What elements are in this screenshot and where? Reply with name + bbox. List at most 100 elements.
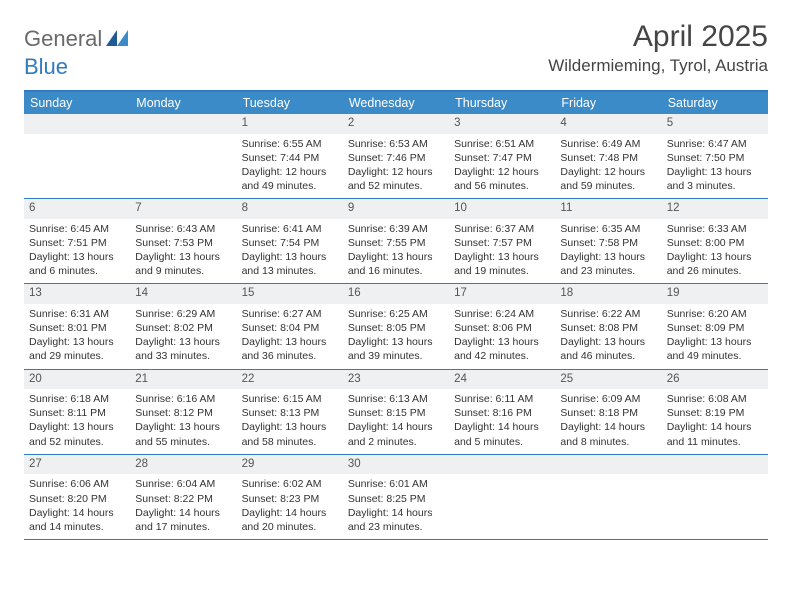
sunset-text: Sunset: 8:12 PM <box>135 406 231 420</box>
daylight-text: Daylight: 13 hours and 3 minutes. <box>667 165 763 193</box>
sunset-text: Sunset: 7:50 PM <box>667 151 763 165</box>
calendar-cell: 28Sunrise: 6:04 AMSunset: 8:22 PMDayligh… <box>130 455 236 539</box>
col-saturday: Saturday <box>662 92 768 114</box>
daylight-text: Daylight: 13 hours and 16 minutes. <box>348 250 444 278</box>
calendar-week: 6Sunrise: 6:45 AMSunset: 7:51 PMDaylight… <box>24 199 768 284</box>
day-number: 12 <box>662 199 768 219</box>
day-number: 13 <box>24 284 130 304</box>
sunrise-text: Sunrise: 6:39 AM <box>348 222 444 236</box>
calendar-cell: 1Sunrise: 6:55 AMSunset: 7:44 PMDaylight… <box>237 114 343 198</box>
daylight-text: Daylight: 13 hours and 36 minutes. <box>242 335 338 363</box>
sunset-text: Sunset: 7:48 PM <box>560 151 656 165</box>
day-number: 3 <box>449 114 555 134</box>
daylight-text: Daylight: 13 hours and 52 minutes. <box>29 420 125 448</box>
calendar: Sunday Monday Tuesday Wednesday Thursday… <box>24 90 768 540</box>
sunset-text: Sunset: 8:20 PM <box>29 492 125 506</box>
calendar-cell: 20Sunrise: 6:18 AMSunset: 8:11 PMDayligh… <box>24 370 130 454</box>
daylight-text: Daylight: 14 hours and 17 minutes. <box>135 506 231 534</box>
daylight-text: Daylight: 14 hours and 23 minutes. <box>348 506 444 534</box>
sunset-text: Sunset: 7:47 PM <box>454 151 550 165</box>
sunset-text: Sunset: 8:15 PM <box>348 406 444 420</box>
sunrise-text: Sunrise: 6:53 AM <box>348 137 444 151</box>
day-number: 8 <box>237 199 343 219</box>
calendar-cell: 7Sunrise: 6:43 AMSunset: 7:53 PMDaylight… <box>130 199 236 283</box>
calendar-body: 1Sunrise: 6:55 AMSunset: 7:44 PMDaylight… <box>24 114 768 540</box>
day-number: 26 <box>662 370 768 390</box>
sunset-text: Sunset: 8:00 PM <box>667 236 763 250</box>
day-number: 7 <box>130 199 236 219</box>
day-number <box>662 455 768 475</box>
day-number <box>24 114 130 134</box>
day-number: 20 <box>24 370 130 390</box>
brand-part2: Blue <box>24 54 768 80</box>
calendar-cell: 26Sunrise: 6:08 AMSunset: 8:19 PMDayligh… <box>662 370 768 454</box>
calendar-cell: 24Sunrise: 6:11 AMSunset: 8:16 PMDayligh… <box>449 370 555 454</box>
calendar-cell: 23Sunrise: 6:13 AMSunset: 8:15 PMDayligh… <box>343 370 449 454</box>
calendar-cell: 5Sunrise: 6:47 AMSunset: 7:50 PMDaylight… <box>662 114 768 198</box>
brand-part1: General <box>24 26 102 52</box>
calendar-cell <box>555 455 661 539</box>
calendar-cell <box>130 114 236 198</box>
sunset-text: Sunset: 8:25 PM <box>348 492 444 506</box>
sunrise-text: Sunrise: 6:31 AM <box>29 307 125 321</box>
day-number: 2 <box>343 114 449 134</box>
day-number: 5 <box>662 114 768 134</box>
day-number: 24 <box>449 370 555 390</box>
daylight-text: Daylight: 13 hours and 13 minutes. <box>242 250 338 278</box>
sunrise-text: Sunrise: 6:15 AM <box>242 392 338 406</box>
calendar-week: 20Sunrise: 6:18 AMSunset: 8:11 PMDayligh… <box>24 370 768 455</box>
calendar-cell: 10Sunrise: 6:37 AMSunset: 7:57 PMDayligh… <box>449 199 555 283</box>
sunrise-text: Sunrise: 6:27 AM <box>242 307 338 321</box>
sunrise-text: Sunrise: 6:13 AM <box>348 392 444 406</box>
daylight-text: Daylight: 13 hours and 26 minutes. <box>667 250 763 278</box>
calendar-cell: 16Sunrise: 6:25 AMSunset: 8:05 PMDayligh… <box>343 284 449 368</box>
day-number: 23 <box>343 370 449 390</box>
sunrise-text: Sunrise: 6:01 AM <box>348 477 444 491</box>
calendar-cell: 14Sunrise: 6:29 AMSunset: 8:02 PMDayligh… <box>130 284 236 368</box>
day-number: 30 <box>343 455 449 475</box>
calendar-cell: 6Sunrise: 6:45 AMSunset: 7:51 PMDaylight… <box>24 199 130 283</box>
daylight-text: Daylight: 12 hours and 59 minutes. <box>560 165 656 193</box>
daylight-text: Daylight: 13 hours and 33 minutes. <box>135 335 231 363</box>
sunset-text: Sunset: 8:16 PM <box>454 406 550 420</box>
calendar-cell: 21Sunrise: 6:16 AMSunset: 8:12 PMDayligh… <box>130 370 236 454</box>
sunrise-text: Sunrise: 6:41 AM <box>242 222 338 236</box>
sunrise-text: Sunrise: 6:18 AM <box>29 392 125 406</box>
calendar-cell: 9Sunrise: 6:39 AMSunset: 7:55 PMDaylight… <box>343 199 449 283</box>
daylight-text: Daylight: 14 hours and 20 minutes. <box>242 506 338 534</box>
sunrise-text: Sunrise: 6:22 AM <box>560 307 656 321</box>
col-thursday: Thursday <box>449 92 555 114</box>
calendar-header-row: Sunday Monday Tuesday Wednesday Thursday… <box>24 92 768 114</box>
day-number: 16 <box>343 284 449 304</box>
sunrise-text: Sunrise: 6:08 AM <box>667 392 763 406</box>
sunset-text: Sunset: 8:09 PM <box>667 321 763 335</box>
calendar-cell: 4Sunrise: 6:49 AMSunset: 7:48 PMDaylight… <box>555 114 661 198</box>
calendar-cell: 18Sunrise: 6:22 AMSunset: 8:08 PMDayligh… <box>555 284 661 368</box>
calendar-cell: 27Sunrise: 6:06 AMSunset: 8:20 PMDayligh… <box>24 455 130 539</box>
sunrise-text: Sunrise: 6:11 AM <box>454 392 550 406</box>
daylight-text: Daylight: 13 hours and 42 minutes. <box>454 335 550 363</box>
sunrise-text: Sunrise: 6:43 AM <box>135 222 231 236</box>
sunset-text: Sunset: 7:53 PM <box>135 236 231 250</box>
calendar-cell: 3Sunrise: 6:51 AMSunset: 7:47 PMDaylight… <box>449 114 555 198</box>
calendar-cell: 22Sunrise: 6:15 AMSunset: 8:13 PMDayligh… <box>237 370 343 454</box>
sunset-text: Sunset: 7:46 PM <box>348 151 444 165</box>
daylight-text: Daylight: 13 hours and 55 minutes. <box>135 420 231 448</box>
daylight-text: Daylight: 14 hours and 14 minutes. <box>29 506 125 534</box>
calendar-cell: 17Sunrise: 6:24 AMSunset: 8:06 PMDayligh… <box>449 284 555 368</box>
day-number: 19 <box>662 284 768 304</box>
sunset-text: Sunset: 7:51 PM <box>29 236 125 250</box>
sunrise-text: Sunrise: 6:45 AM <box>29 222 125 236</box>
calendar-cell: 15Sunrise: 6:27 AMSunset: 8:04 PMDayligh… <box>237 284 343 368</box>
daylight-text: Daylight: 14 hours and 11 minutes. <box>667 420 763 448</box>
day-number <box>555 455 661 475</box>
sunset-text: Sunset: 8:04 PM <box>242 321 338 335</box>
sunrise-text: Sunrise: 6:04 AM <box>135 477 231 491</box>
sunrise-text: Sunrise: 6:09 AM <box>560 392 656 406</box>
day-number: 18 <box>555 284 661 304</box>
sunrise-text: Sunrise: 6:06 AM <box>29 477 125 491</box>
day-number: 22 <box>237 370 343 390</box>
calendar-cell: 30 Sunrise: 6:01 AMSunset: 8:25 PMDayligh… <box>343 455 449 539</box>
calendar-cell: 25Sunrise: 6:09 AMSunset: 8:18 PMDayligh… <box>555 370 661 454</box>
day-number: 29 <box>237 455 343 475</box>
